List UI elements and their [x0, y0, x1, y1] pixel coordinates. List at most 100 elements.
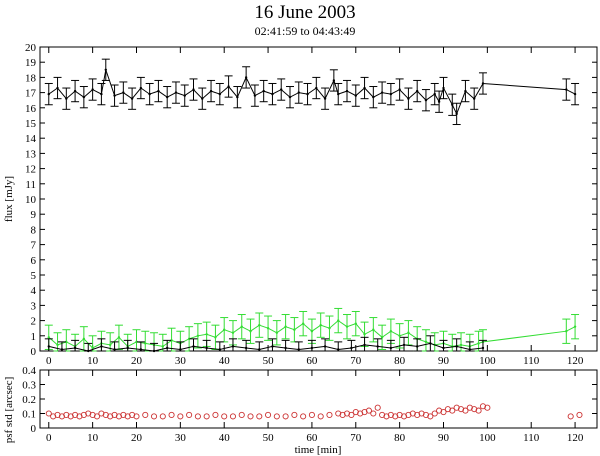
data-point — [73, 346, 77, 350]
data-point — [297, 348, 300, 351]
data-point — [65, 97, 68, 100]
data-point — [350, 346, 353, 350]
y-tick-label: 0.1 — [22, 409, 36, 421]
data-point — [47, 92, 50, 96]
x-tick-label: 0 — [46, 432, 52, 444]
data-point — [47, 345, 50, 348]
data-point — [244, 76, 248, 79]
data-point — [187, 337, 191, 341]
data-point — [183, 94, 186, 97]
data-point — [186, 411, 193, 419]
y-tick-label: 0.3 — [22, 380, 36, 392]
data-point — [168, 411, 175, 419]
data-point — [238, 411, 245, 419]
data-point — [424, 340, 428, 344]
y-tick-label: 18 — [25, 72, 37, 84]
data-point — [372, 328, 375, 331]
data-point — [203, 413, 210, 420]
data-point — [451, 103, 454, 106]
y-tick-label: 17 — [25, 88, 37, 100]
data-point — [300, 413, 307, 420]
data-point — [47, 336, 50, 339]
data-point — [266, 327, 270, 330]
data-point — [297, 91, 300, 94]
data-point — [468, 348, 472, 351]
data-point — [440, 408, 447, 416]
data-point — [82, 95, 86, 99]
x-tick-label: 100 — [479, 355, 496, 367]
data-point — [462, 407, 469, 414]
data-point — [326, 411, 333, 419]
data-point — [442, 86, 445, 90]
data-point — [565, 88, 568, 91]
data-point — [201, 97, 204, 100]
data-point — [229, 413, 237, 420]
data-point — [142, 411, 149, 419]
data-point — [262, 89, 265, 93]
x-tick-label: 20 — [131, 432, 143, 444]
x-tick-label: 0 — [46, 355, 52, 367]
data-point — [427, 413, 434, 420]
x-tick-label: 10 — [87, 432, 99, 444]
data-point — [407, 331, 410, 334]
data-point — [144, 342, 147, 345]
data-point — [104, 68, 107, 72]
data-point — [310, 346, 314, 350]
data-point — [317, 413, 324, 420]
data-point — [323, 97, 327, 100]
y-tick-label: 9 — [31, 209, 37, 221]
data-point — [472, 97, 476, 100]
data-point — [179, 348, 182, 351]
data-point — [415, 345, 419, 348]
data-point — [273, 413, 280, 420]
data-point — [363, 333, 366, 336]
data-point — [354, 322, 357, 325]
data-point — [306, 92, 309, 96]
data-point — [431, 410, 438, 417]
data-point — [205, 346, 208, 350]
data-point — [152, 349, 156, 353]
x-tick-label: 110 — [523, 355, 540, 367]
x-tick-label: 120 — [567, 355, 584, 367]
data-point — [117, 336, 121, 339]
y-tick-label: 20 — [25, 42, 37, 54]
y-tick-label: 16 — [25, 103, 37, 115]
data-point — [455, 112, 458, 116]
data-point — [258, 323, 261, 327]
chart-title: 16 June 2003 — [254, 2, 355, 23]
data-point — [407, 97, 410, 100]
data-point — [288, 95, 292, 99]
data-point — [205, 333, 208, 336]
data-point — [91, 346, 94, 350]
data-point — [442, 346, 445, 350]
data-point — [389, 346, 393, 350]
x-tick-label: 120 — [567, 432, 584, 444]
data-point — [139, 348, 143, 351]
data-point — [573, 325, 577, 328]
series-line-0 — [48, 67, 576, 116]
data-point — [231, 331, 235, 334]
data-point — [236, 95, 239, 99]
data-point — [437, 100, 441, 103]
y-tick-label: 10 — [25, 194, 37, 206]
data-point — [122, 91, 125, 94]
data-point — [398, 88, 401, 91]
data-point — [174, 91, 178, 94]
y-tick-label: 1 — [31, 331, 37, 343]
data-point — [363, 86, 366, 90]
data-point — [192, 88, 195, 91]
y-tick-label: 19 — [25, 57, 37, 69]
data-point — [218, 92, 222, 96]
data-point — [415, 89, 419, 93]
data-point — [345, 89, 349, 93]
x-tick-label: 100 — [479, 432, 496, 444]
psf-panel: 0 0.1 0.2 0.3 0.4 0 10 20 30 40 50 60 70 80 90 100 110 12… — [22, 365, 598, 444]
x-tick-label: 70 — [350, 432, 362, 444]
data-point — [65, 340, 68, 344]
y-tick-label: 12 — [25, 164, 36, 176]
data-point — [139, 86, 143, 90]
y-tick-label: 2 — [31, 316, 37, 328]
x-tick-label: 110 — [523, 432, 540, 444]
data-point — [323, 345, 327, 348]
data-point — [161, 345, 165, 348]
